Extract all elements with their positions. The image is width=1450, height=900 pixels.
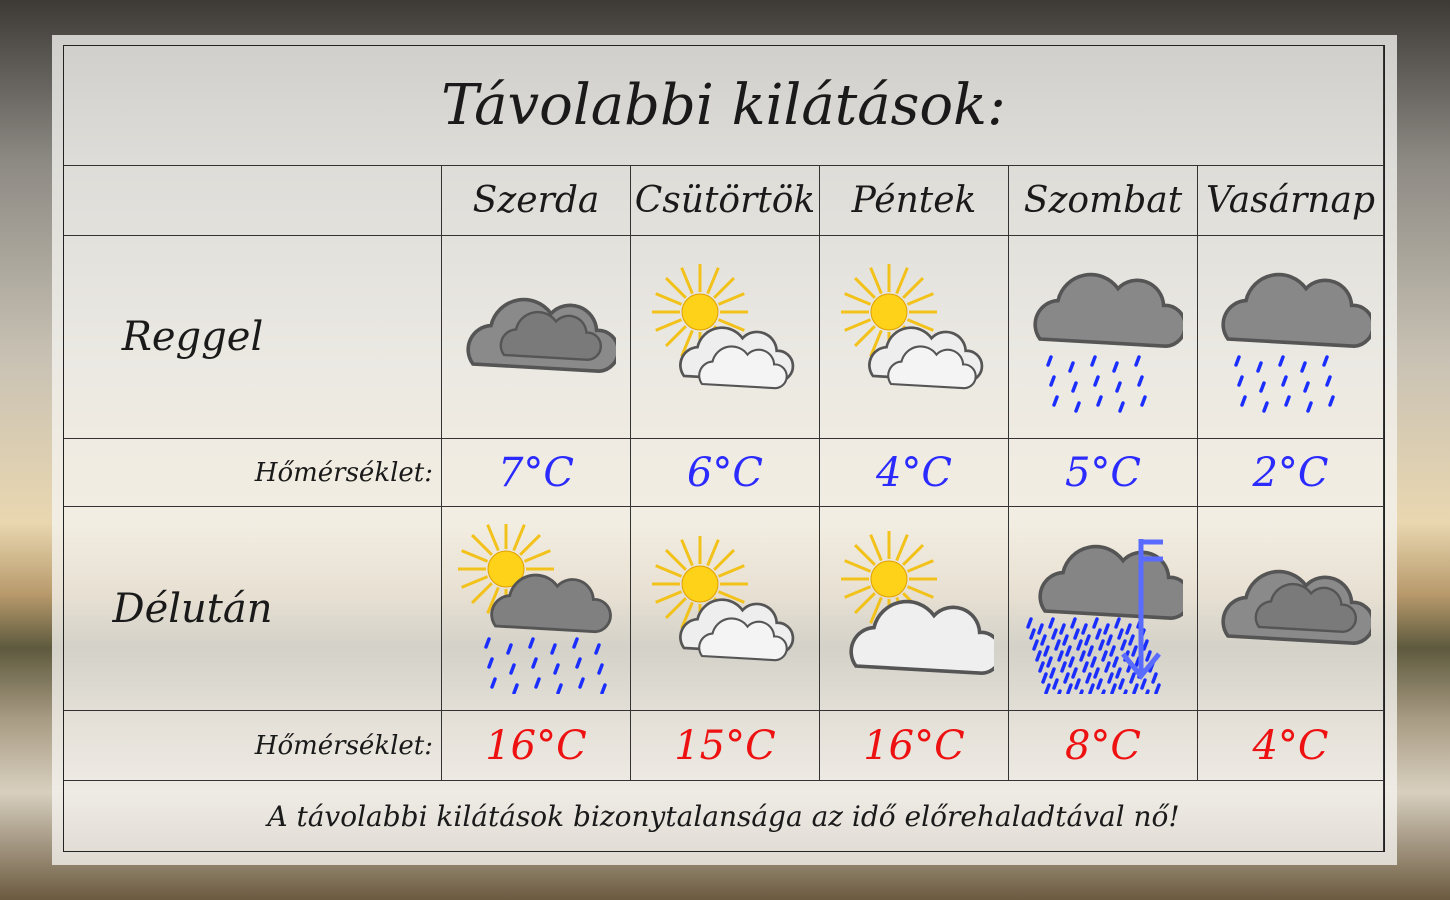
day-header: Csütörtök bbox=[631, 166, 820, 236]
sunny-cloudy-icon bbox=[841, 530, 994, 675]
rain-drops bbox=[1233, 355, 1335, 413]
partly-sunny-icon bbox=[652, 264, 795, 390]
footer-note: A távolabbi kilátások bizonytalansága az… bbox=[64, 781, 1384, 851]
cloudy-icon bbox=[1220, 569, 1371, 645]
cloudy-icon bbox=[466, 297, 616, 374]
afternoon-temp-label: Hőmérséklet: bbox=[64, 711, 442, 781]
afternoon-temp-value: 4°C bbox=[1198, 711, 1384, 781]
morning-temp-label: Hőmérséklet: bbox=[64, 439, 442, 507]
cloud bbox=[1220, 272, 1371, 349]
afternoon-temp-value: 8°C bbox=[1009, 711, 1198, 781]
cloud bbox=[849, 599, 994, 675]
wind-arrow bbox=[1121, 538, 1163, 680]
cloud bbox=[499, 310, 602, 362]
afternoon-icon-cell bbox=[1009, 507, 1198, 711]
row-label-afternoon: Délután bbox=[64, 507, 442, 711]
day-header: Vasárnap bbox=[1198, 166, 1384, 236]
morning-temp-value: 2°C bbox=[1198, 439, 1384, 507]
forecast-table: Távolabbi kilátások: Reggel Hőmérséklet:… bbox=[63, 45, 1385, 852]
row-label-morning: Reggel bbox=[64, 236, 442, 439]
morning-temp-value: 7°C bbox=[442, 439, 631, 507]
morning-icon-cell bbox=[820, 236, 1009, 439]
morning-temp-value: 5°C bbox=[1009, 439, 1198, 507]
morning-temp-value: 4°C bbox=[820, 439, 1009, 507]
sun bbox=[841, 264, 937, 360]
rain-icon bbox=[1033, 272, 1183, 413]
morning-icon-cell bbox=[442, 236, 631, 439]
page-title: Távolabbi kilátások: bbox=[64, 46, 1384, 166]
forecast-panel bbox=[52, 35, 1397, 865]
partly-sunny-icon bbox=[841, 264, 984, 390]
cloud bbox=[490, 573, 612, 633]
heavy-rain-wind-icon bbox=[1026, 538, 1183, 694]
cloud bbox=[1254, 582, 1357, 633]
day-header: Szombat bbox=[1009, 166, 1198, 236]
cloud bbox=[698, 616, 788, 661]
sun bbox=[841, 530, 937, 627]
sun-cloud-rain-icon bbox=[458, 523, 612, 694]
cloud bbox=[887, 345, 977, 390]
morning-icon-cell bbox=[1009, 236, 1198, 439]
afternoon-temp-value: 15°C bbox=[631, 711, 820, 781]
partly-sunny-icon bbox=[652, 535, 795, 661]
day-header: Péntek bbox=[820, 166, 1009, 236]
morning-temp-value: 6°C bbox=[631, 439, 820, 507]
cloud bbox=[1033, 272, 1183, 349]
rain-drops bbox=[1046, 355, 1147, 413]
rain-drops bbox=[484, 636, 607, 694]
header-empty-cell bbox=[64, 166, 442, 236]
afternoon-icon-cell bbox=[820, 507, 1009, 711]
day-header: Szerda bbox=[442, 166, 631, 236]
afternoon-temp-value: 16°C bbox=[442, 711, 631, 781]
afternoon-icon-cell bbox=[442, 507, 631, 711]
afternoon-icon-cell bbox=[1198, 507, 1384, 711]
morning-icon-cell bbox=[631, 236, 820, 439]
afternoon-temp-value: 16°C bbox=[820, 711, 1009, 781]
cloud bbox=[698, 345, 788, 390]
cloud bbox=[1038, 544, 1183, 620]
morning-icon-cell bbox=[1198, 236, 1384, 439]
sun bbox=[652, 535, 748, 632]
afternoon-icon-cell bbox=[631, 507, 820, 711]
rain-icon bbox=[1220, 272, 1371, 413]
